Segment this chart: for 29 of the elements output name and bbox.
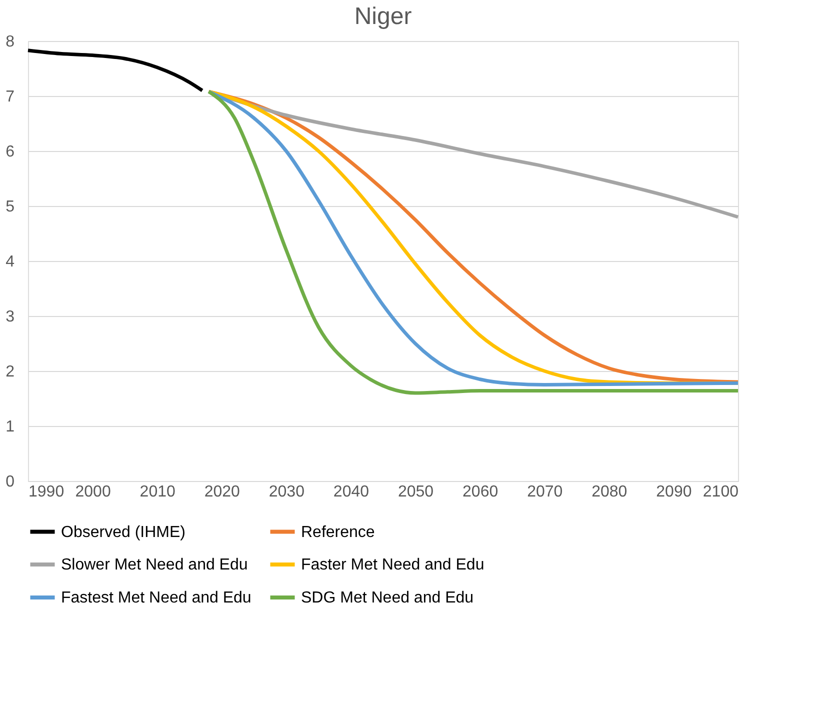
x-tick-label: 2070 — [527, 484, 563, 500]
x-tick-label: 2010 — [140, 484, 176, 500]
legend-label: SDG Met Need and Edu — [301, 590, 474, 606]
line-series — [26, 48, 204, 92]
y-tick-label: 0 — [6, 474, 15, 490]
x-tick-label: 2030 — [268, 484, 305, 500]
legend-label: Fastest Met Need and Edu — [61, 590, 252, 606]
y-tick-label: 1 — [6, 418, 15, 436]
y-tick-label: 5 — [6, 198, 15, 216]
y-tick-label: 2 — [6, 364, 15, 380]
chart-title: Niger — [354, 3, 412, 30]
y-tick-label: 7 — [6, 88, 15, 106]
x-tick-label: 2090 — [656, 484, 692, 500]
y-tick-label: 8 — [6, 34, 15, 50]
legend-label: Observed (IHME) — [61, 524, 186, 541]
y-tick-label: 3 — [6, 308, 15, 326]
legend-label: Reference — [301, 524, 375, 541]
y-tick-label: 4 — [6, 254, 15, 270]
x-tick-label: 2000 — [75, 484, 111, 500]
x-tick-label: 1990 — [28, 484, 64, 500]
x-tick-label: 2050 — [398, 484, 434, 500]
x-tick-label: 2060 — [462, 484, 498, 500]
x-tick-label: 2040 — [333, 484, 370, 500]
x-tick-label: 2080 — [592, 484, 628, 500]
legend-label: Slower Met Need and Edu — [61, 556, 248, 574]
legend-label: Faster Met Need and Edu — [301, 556, 484, 574]
x-tick-label: 2100 — [702, 484, 739, 500]
x-tick-label: 2020 — [204, 484, 240, 500]
y-tick-label: 6 — [6, 144, 15, 160]
